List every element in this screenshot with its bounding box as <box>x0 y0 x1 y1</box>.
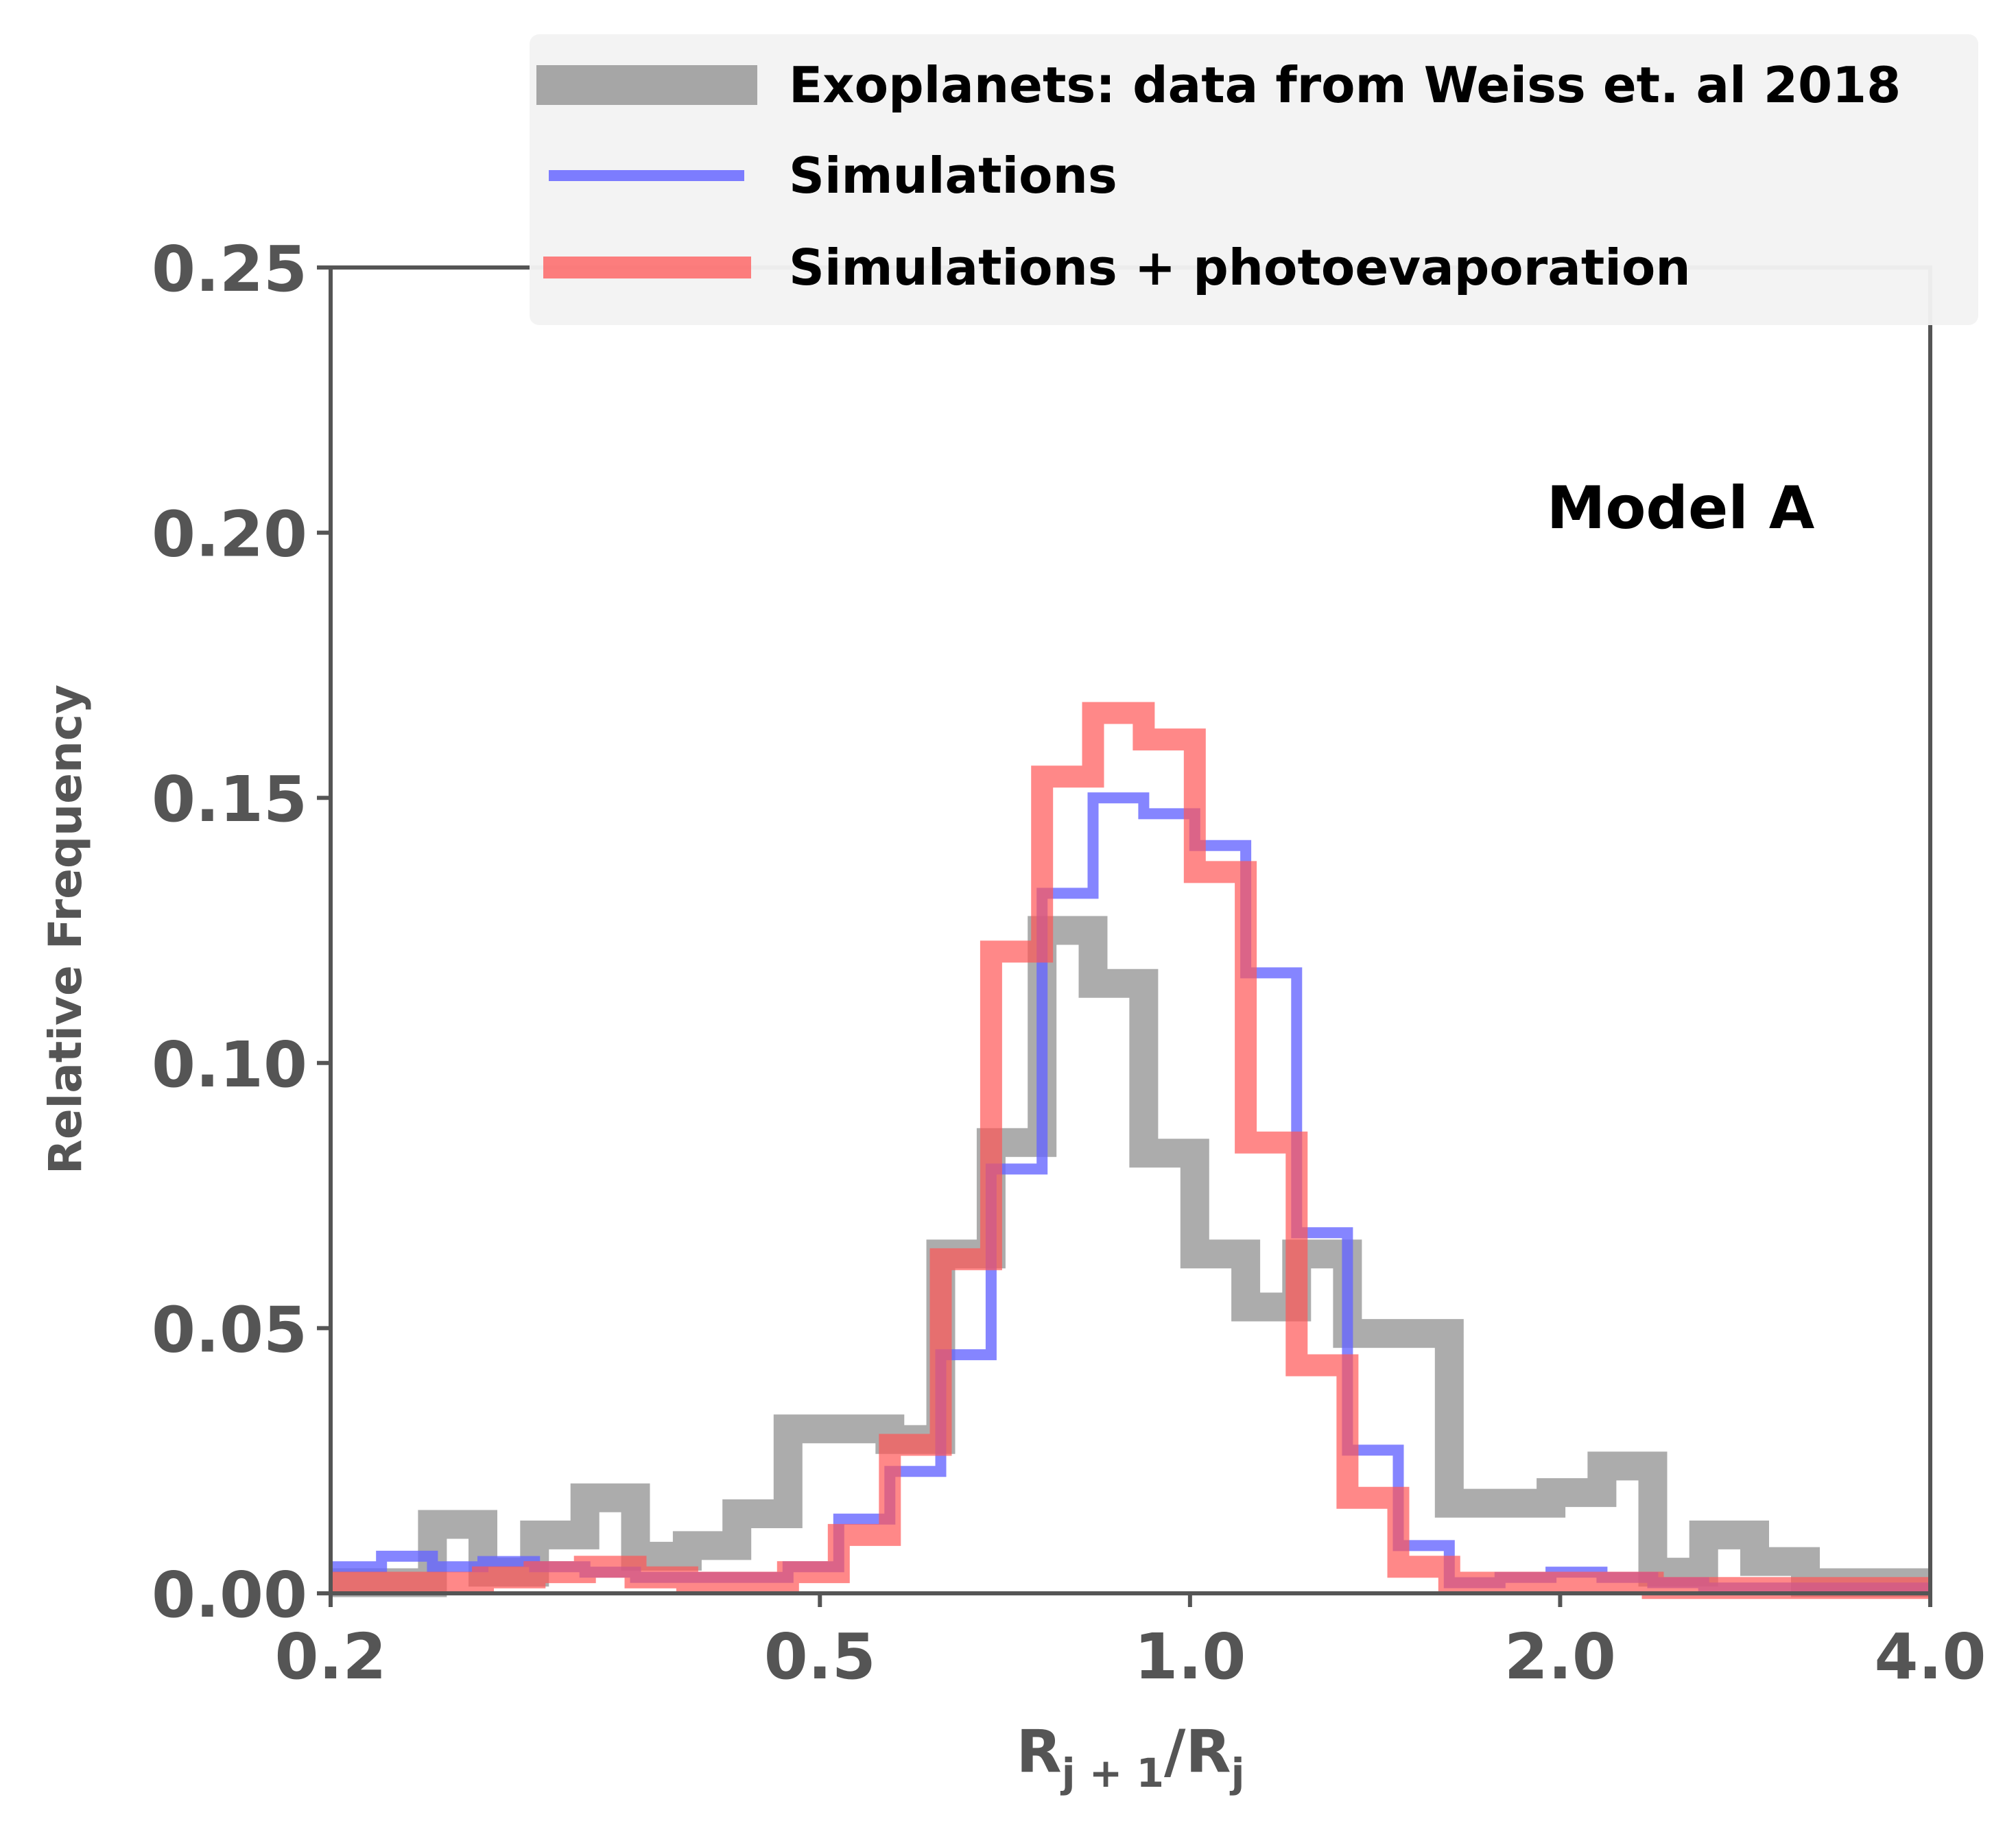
x-axis-title-sep: /R <box>1164 1717 1231 1786</box>
x-axis-title-main: R <box>1017 1717 1062 1786</box>
x-axis-title: Rj + 1/Rj <box>1017 1717 1245 1796</box>
legend-box <box>530 34 1978 325</box>
y-tick-label: 0.05 <box>152 1293 307 1366</box>
legend-label-exoplanets: Exoplanets: data from Weiss et. al 2018 <box>789 56 1901 114</box>
legend-label-photoevaporation: Simulations + photoevaporation <box>789 239 1691 296</box>
legend: Exoplanets: data from Weiss et. al 2018 … <box>530 34 1978 325</box>
y-tick-label: 0.10 <box>152 1028 307 1102</box>
series-line-0 <box>331 916 1930 1597</box>
x-axis-title-sub1: j + 1 <box>1060 1750 1164 1796</box>
model-annotation: Model A <box>1547 474 1815 543</box>
y-tick-label: 0.00 <box>152 1558 307 1632</box>
x-tick-label: 0.2 <box>275 1620 387 1693</box>
x-axis-title-sub2: j <box>1230 1750 1245 1796</box>
x-tick-label: 4.0 <box>1875 1620 1987 1693</box>
y-tick-label: 0.20 <box>152 498 307 571</box>
x-tick-label: 1.0 <box>1134 1620 1246 1693</box>
x-tick-label: 2.0 <box>1504 1620 1616 1693</box>
series-line-2 <box>331 702 1930 1600</box>
series-line-1 <box>331 792 1930 1594</box>
plot-frame <box>329 265 1932 1595</box>
ticks-layer: 0.00 0.05 0.10 0.15 0.20 0.25 0.2 0.5 1.0 2.0 4.0 <box>152 233 1986 1693</box>
y-axis-title: Relative Frequency <box>39 685 92 1174</box>
legend-label-simulations: Simulations <box>789 147 1117 204</box>
y-tick-label: 0.25 <box>152 233 307 306</box>
series-layer <box>331 702 1930 1600</box>
y-tick-label: 0.15 <box>152 763 307 836</box>
x-tick-label: 0.5 <box>764 1620 876 1693</box>
